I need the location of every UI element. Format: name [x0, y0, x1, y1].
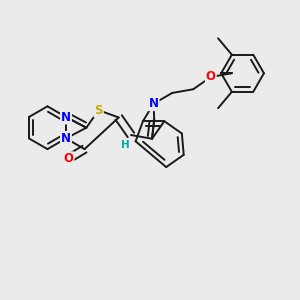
Text: N: N [61, 110, 71, 124]
Text: H: H [121, 140, 130, 149]
Text: N: N [61, 132, 71, 145]
Text: O: O [64, 152, 74, 165]
Text: N: N [148, 97, 159, 110]
Text: S: S [94, 104, 103, 117]
Text: O: O [206, 70, 216, 83]
